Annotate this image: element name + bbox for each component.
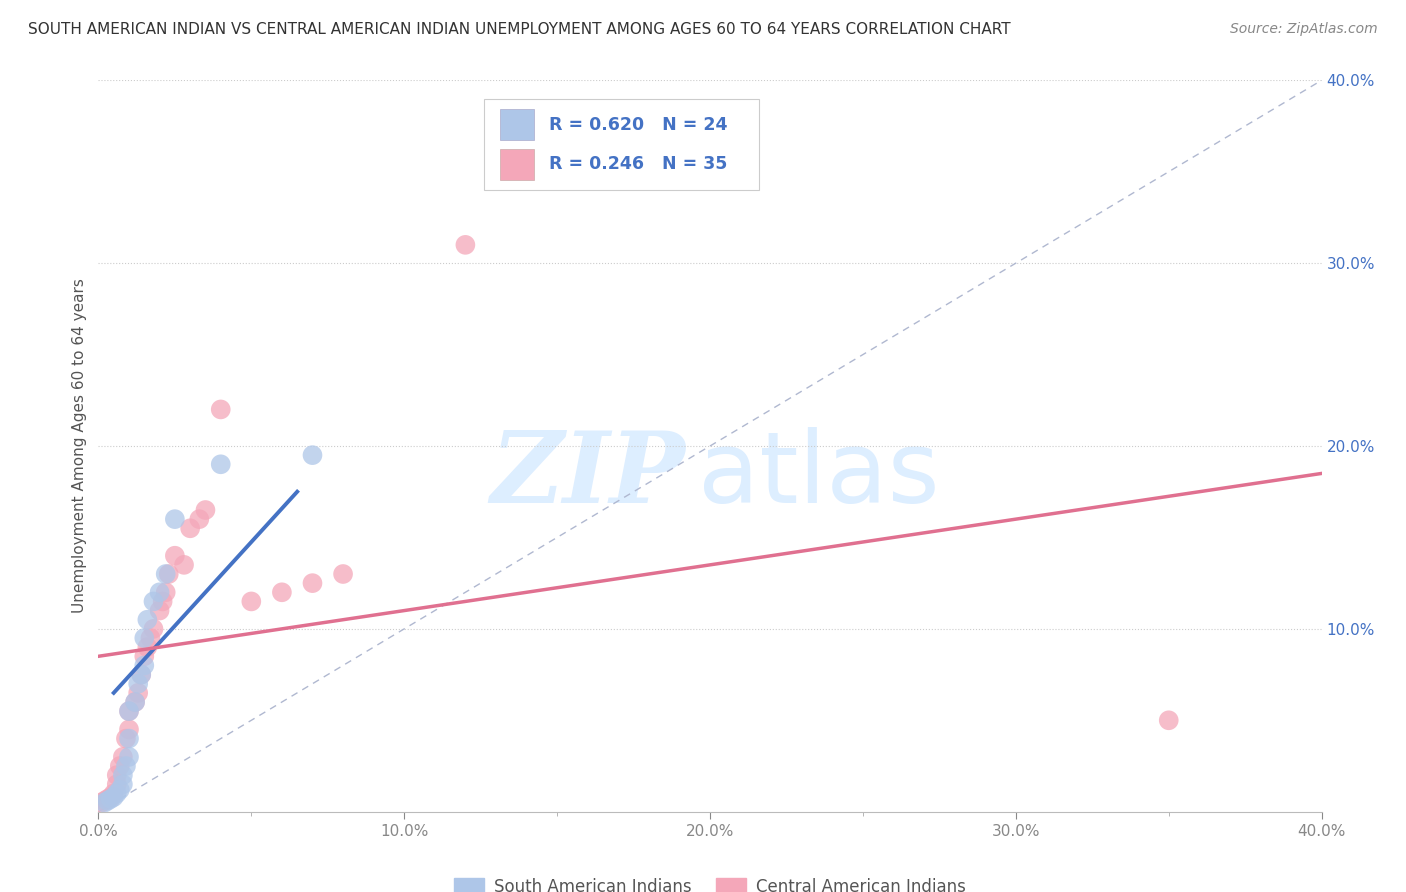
Point xyxy=(127,686,149,700)
Point xyxy=(118,704,141,718)
Point xyxy=(97,792,120,806)
Point xyxy=(136,613,159,627)
Point xyxy=(134,658,156,673)
Point xyxy=(118,704,141,718)
Text: SOUTH AMERICAN INDIAN VS CENTRAL AMERICAN INDIAN UNEMPLOYMENT AMONG AGES 60 TO 6: SOUTH AMERICAN INDIAN VS CENTRAL AMERICA… xyxy=(28,22,1011,37)
Point xyxy=(111,777,134,791)
Point xyxy=(332,567,354,582)
Point xyxy=(188,512,211,526)
Y-axis label: Unemployment Among Ages 60 to 64 years: Unemployment Among Ages 60 to 64 years xyxy=(72,278,87,614)
Point xyxy=(118,723,141,737)
Point xyxy=(105,768,128,782)
Point xyxy=(111,768,134,782)
Point xyxy=(90,796,112,810)
Point xyxy=(301,448,323,462)
Point xyxy=(118,749,141,764)
Point xyxy=(139,631,162,645)
Point xyxy=(155,585,177,599)
Point xyxy=(103,787,125,801)
Legend: South American Indians, Central American Indians: South American Indians, Central American… xyxy=(447,871,973,892)
Point xyxy=(301,576,323,591)
Point xyxy=(194,503,217,517)
Point xyxy=(134,649,156,664)
Point xyxy=(240,594,263,608)
Point xyxy=(454,238,477,252)
FancyBboxPatch shape xyxy=(484,99,759,190)
Text: Source: ZipAtlas.com: Source: ZipAtlas.com xyxy=(1230,22,1378,37)
Point xyxy=(134,631,156,645)
Point xyxy=(179,521,201,535)
Point xyxy=(108,759,131,773)
Point xyxy=(163,512,186,526)
Point xyxy=(118,731,141,746)
Point xyxy=(100,792,122,806)
Point xyxy=(142,622,165,636)
Point xyxy=(127,676,149,690)
FancyBboxPatch shape xyxy=(499,149,534,179)
Point xyxy=(108,782,131,797)
Point xyxy=(136,640,159,655)
FancyBboxPatch shape xyxy=(499,110,534,140)
Point xyxy=(142,594,165,608)
Text: ZIP: ZIP xyxy=(491,427,686,524)
Point xyxy=(93,796,115,810)
Point xyxy=(115,759,138,773)
Point xyxy=(111,749,134,764)
Point xyxy=(173,558,195,572)
Point xyxy=(115,731,138,746)
Point xyxy=(149,585,172,599)
Point xyxy=(270,585,292,599)
Point xyxy=(124,695,146,709)
Point xyxy=(209,402,232,417)
Point xyxy=(152,594,174,608)
Point xyxy=(105,777,128,791)
Point xyxy=(124,695,146,709)
Point xyxy=(157,567,180,582)
Point xyxy=(103,790,125,805)
Point xyxy=(129,667,152,681)
Point xyxy=(155,567,177,582)
Point xyxy=(163,549,186,563)
Point xyxy=(97,794,120,808)
Point xyxy=(105,787,128,801)
Point xyxy=(209,458,232,472)
Point xyxy=(1157,714,1180,728)
Text: R = 0.246   N = 35: R = 0.246 N = 35 xyxy=(548,155,727,173)
Text: atlas: atlas xyxy=(697,426,939,524)
Point xyxy=(100,790,122,805)
Text: R = 0.620   N = 24: R = 0.620 N = 24 xyxy=(548,116,727,134)
Point xyxy=(149,603,172,617)
Point xyxy=(129,667,152,681)
Point xyxy=(93,794,115,808)
